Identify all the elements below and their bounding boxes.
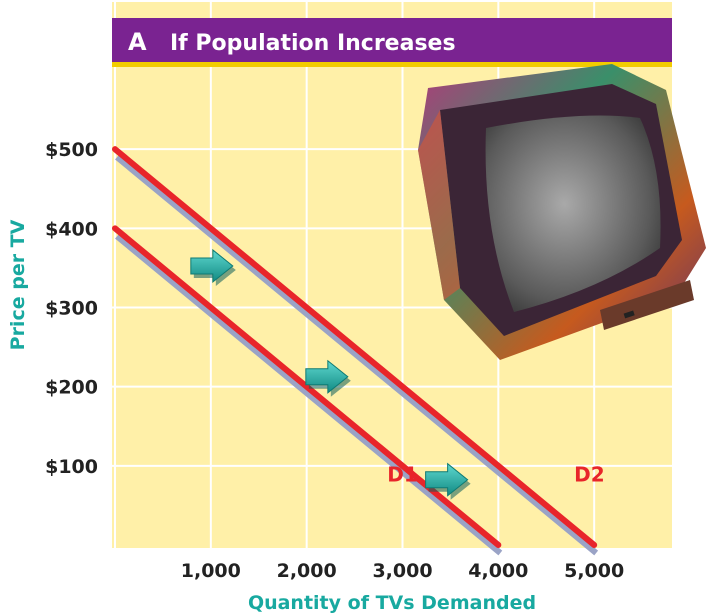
x-tick-label: 2,000 [277,560,337,582]
x-tick-label: 1,000 [181,560,241,582]
y-tick-label: $200 [45,377,98,399]
panel-letter: A [128,28,147,56]
y-tick-label: $300 [45,298,98,320]
y-tick-label: $400 [45,218,98,240]
demand-curve-shadow [115,234,503,556]
y-axis-title: Price per TV [7,219,29,350]
demand-curve-d1 [112,225,502,548]
y-tick-label: $500 [45,139,98,161]
shift-arrow-icon [425,462,471,500]
series-label-d2: D2 [574,463,605,487]
television-icon [418,64,706,360]
shift-arrow-icon [305,359,351,397]
series-labels: D1 D2 [387,463,604,487]
shift-arrow-icon [190,248,236,286]
y-tick-label: $100 [45,456,98,478]
x-axis-title: Quantity of TVs Demanded [248,592,536,614]
chart-title: If Population Increases [170,31,456,56]
shift-arrows [190,248,471,500]
x-tick-label: 3,000 [372,560,432,582]
x-tick-label: 4,000 [468,560,528,582]
title-banner [112,18,672,62]
x-axis-ticks: 1,000 2,000 3,000 4,000 5,000 [181,560,624,582]
demand-curves [112,146,599,556]
demand-curve-shadow [115,154,599,556]
title-banner-stripe [112,62,672,67]
series-label-d1: D1 [387,463,418,487]
demand-curve-d2 [112,146,598,548]
y-axis-ticks: $100 $200 $300 $400 $500 [45,139,98,478]
x-tick-label: 5,000 [564,560,624,582]
